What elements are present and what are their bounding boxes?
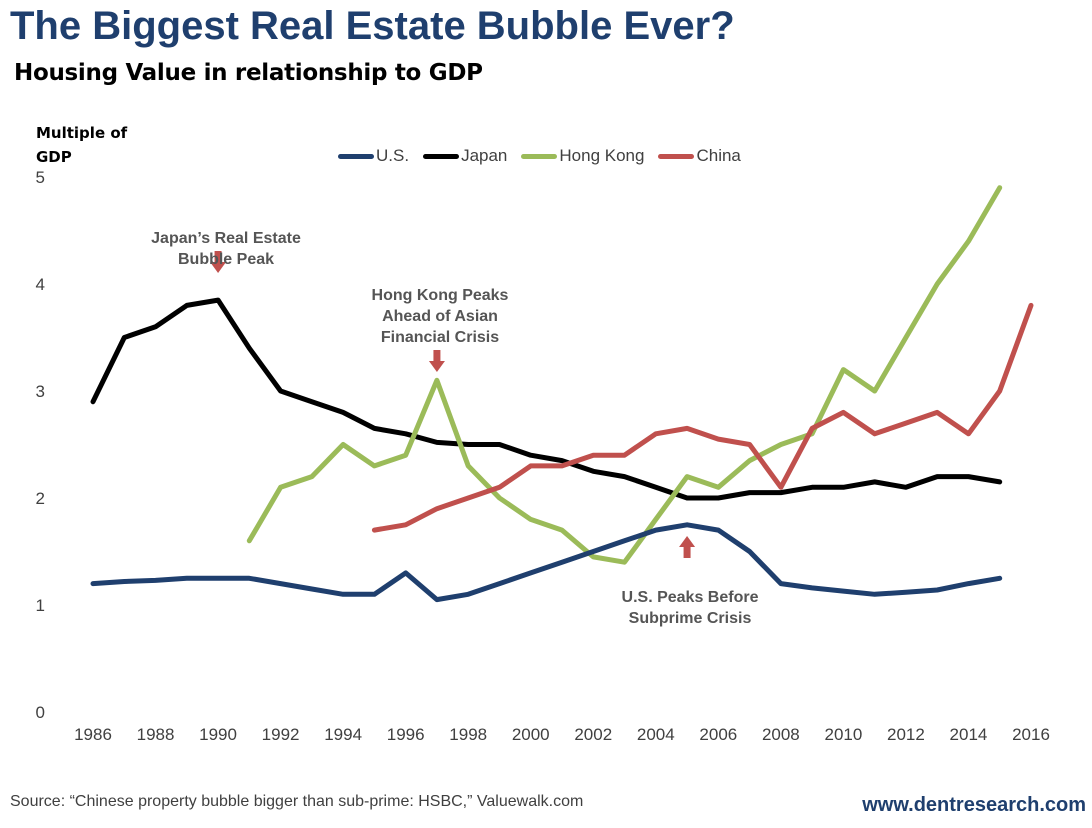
y-tick-label-2: 2 bbox=[36, 489, 45, 508]
legend: U.S. Japan Hong Kong China bbox=[338, 146, 741, 166]
annotation-us-peak-line1: U.S. Peaks Before bbox=[621, 589, 759, 606]
x-tick-label-1986: 1986 bbox=[74, 725, 112, 744]
x-tick-label-2002: 2002 bbox=[574, 725, 612, 744]
legend-label-japan: Japan bbox=[461, 146, 508, 165]
annotation-hong-kong-peak-line1: Hong Kong Peaks bbox=[371, 287, 509, 304]
y-axis-label-line1: Multiple of bbox=[36, 124, 128, 142]
series-line-hong-kong bbox=[246, 185, 1003, 565]
annotation-hong-kong-peak-line2: Ahead of Asian bbox=[382, 308, 498, 325]
y-tick-label-5: 5 bbox=[36, 168, 45, 187]
chart-title: The Biggest Real Estate Bubble Ever? bbox=[10, 4, 735, 48]
x-tick-label-1990: 1990 bbox=[199, 725, 237, 744]
y-tick-label-0: 0 bbox=[36, 703, 45, 722]
x-tick-label-2006: 2006 bbox=[699, 725, 737, 744]
y-tick-label-4: 4 bbox=[36, 275, 45, 294]
x-tick-label-1992: 1992 bbox=[262, 725, 300, 744]
series-line-china bbox=[371, 302, 1034, 533]
x-tick-label-2010: 2010 bbox=[824, 725, 862, 744]
y-axis-label: Multiple of GDP bbox=[36, 121, 146, 169]
line-chart: 0 1 2 3 4 5 1986 1988 1990 1992 1994 1996 1998 2000 20… bbox=[36, 168, 1050, 744]
x-tick-label-1994: 1994 bbox=[324, 725, 362, 744]
x-tick-label-1996: 1996 bbox=[387, 725, 425, 744]
legend-item-us: U.S. bbox=[338, 146, 409, 166]
annotation-hong-kong-peak: Hong Kong Peaks Ahead of Asian Financial… bbox=[360, 285, 520, 348]
legend-swatch-hong-kong bbox=[521, 153, 558, 159]
x-tick-label-2008: 2008 bbox=[762, 725, 800, 744]
x-tick-label-1988: 1988 bbox=[137, 725, 175, 744]
series-line-u-s bbox=[90, 522, 1003, 603]
x-tick-label-2016: 2016 bbox=[1012, 725, 1050, 744]
legend-item-hong-kong: Hong Kong bbox=[521, 146, 644, 166]
annotation-us-peak: U.S. Peaks Before Subprime Crisis bbox=[608, 587, 772, 629]
legend-label-hong-kong: Hong Kong bbox=[559, 146, 645, 165]
legend-swatch-japan bbox=[423, 153, 460, 159]
legend-label-china: China bbox=[696, 146, 741, 165]
annotation-us-peak-line2: Subprime Crisis bbox=[628, 610, 752, 627]
annotation-japan-peak-line1: Japan’s Real Estate bbox=[151, 230, 301, 247]
legend-swatch-china bbox=[658, 153, 695, 159]
legend-item-china: China bbox=[658, 146, 741, 166]
x-tick-label-2014: 2014 bbox=[950, 725, 988, 744]
annotation-japan-peak: Japan’s Real Estate Bubble Peak bbox=[142, 228, 310, 270]
arrow-us-peak bbox=[679, 536, 696, 558]
y-tick-label-1: 1 bbox=[36, 596, 45, 615]
website-link[interactable]: www.dentresearch.com bbox=[862, 794, 1086, 816]
y-axis-label-line2: GDP bbox=[36, 148, 72, 166]
chart-subtitle: Housing Value in relationship to GDP bbox=[14, 60, 483, 86]
series-line-japan bbox=[90, 297, 1003, 501]
arrow-hong-kong-peak bbox=[428, 350, 445, 372]
x-tick-label-2012: 2012 bbox=[887, 725, 925, 744]
annotation-hong-kong-peak-line3: Financial Crisis bbox=[380, 329, 500, 346]
legend-item-japan: Japan bbox=[423, 146, 507, 166]
y-tick-label-3: 3 bbox=[36, 382, 45, 401]
legend-label-us: U.S. bbox=[376, 146, 410, 165]
x-tick-label-2000: 2000 bbox=[512, 725, 550, 744]
legend-swatch-us bbox=[338, 153, 374, 159]
x-tick-label-2004: 2004 bbox=[637, 725, 675, 744]
annotation-japan-peak-line2: Bubble Peak bbox=[177, 251, 275, 268]
x-tick-label-1998: 1998 bbox=[449, 725, 487, 744]
arrow-japan-peak bbox=[210, 251, 227, 273]
source-note: Source: “Chinese property bubble bigger … bbox=[10, 793, 584, 810]
